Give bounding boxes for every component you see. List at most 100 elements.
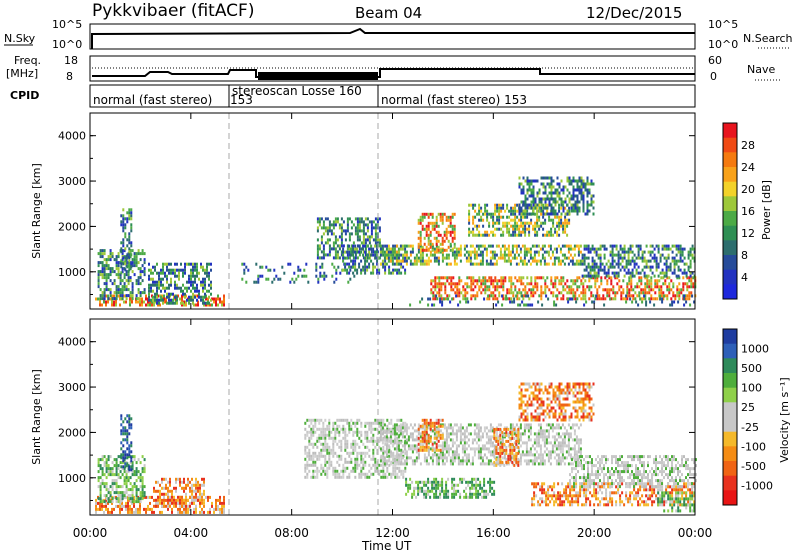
heatmap-cell <box>130 244 133 248</box>
heatmap-cell <box>556 215 559 219</box>
heatmap-cell <box>475 432 478 436</box>
heatmap-cell <box>139 252 142 256</box>
heatmap-cell <box>153 303 155 307</box>
heatmap-cell <box>536 206 539 210</box>
heatmap-cell <box>539 262 542 266</box>
heatmap-cell <box>425 253 428 257</box>
heatmap-cell <box>562 227 565 231</box>
heatmap-cell <box>181 294 183 298</box>
heatmap-cell <box>651 244 654 248</box>
heatmap-cell <box>664 279 667 283</box>
heatmap-cell <box>627 250 630 254</box>
heatmap-cell <box>115 491 118 495</box>
heatmap-cell <box>608 276 611 280</box>
heatmap-cell <box>635 256 638 260</box>
heatmap-cell <box>195 492 197 496</box>
heatmap-cell <box>601 262 604 266</box>
heatmap-cell <box>316 427 319 431</box>
heatmap-cell <box>384 271 387 275</box>
heatmap-cell <box>404 268 407 272</box>
heatmap-cell <box>322 469 325 473</box>
heatmap-cell <box>109 294 112 298</box>
heatmap-cell <box>411 447 414 451</box>
heatmap-cell <box>548 215 551 219</box>
heatmap-cell <box>113 297 116 301</box>
heatmap-cell <box>661 268 664 272</box>
heatmap-cell <box>476 224 479 228</box>
heatmap-cell <box>356 229 359 233</box>
heatmap-cell <box>368 454 371 458</box>
heatmap-cell <box>117 288 120 292</box>
heatmap-cell <box>332 436 335 440</box>
heatmap-cell <box>425 259 428 263</box>
heatmap-cell <box>522 288 525 292</box>
heatmap-cell <box>322 223 325 227</box>
heatmap-cell <box>362 232 365 236</box>
heatmap-cell <box>556 194 559 198</box>
heatmap-cell <box>515 250 518 254</box>
heatmap-cell <box>121 258 124 262</box>
heatmap-cell <box>210 286 212 290</box>
heatmap-cell <box>130 226 133 230</box>
heatmap-cell <box>626 288 629 292</box>
heatmap-cell <box>544 218 547 222</box>
heatmap-cell <box>307 280 310 284</box>
heatmap-cell <box>376 268 379 272</box>
heatmap-cell <box>364 259 367 263</box>
heatmap-cell <box>477 426 480 430</box>
freq-panel: Freq. [MHz] 18 8 Nave 60 0 CPID <box>6 54 782 102</box>
heatmap-cell <box>617 265 620 269</box>
heatmap-cell <box>328 466 331 470</box>
heatmap-cell <box>582 191 585 195</box>
heatmap-cell <box>213 507 215 511</box>
heatmap-cell <box>143 267 146 271</box>
heatmap-cell <box>443 297 446 301</box>
heatmap-cell <box>603 265 606 269</box>
heatmap-cell <box>395 453 398 457</box>
heatmap-cell <box>423 423 426 427</box>
heatmap-cell <box>571 259 574 263</box>
heatmap-cell <box>243 262 246 266</box>
heatmap-cell <box>550 206 553 210</box>
heatmap-cell <box>690 285 693 289</box>
heatmap-cell <box>482 288 485 292</box>
heatmap-cell <box>459 253 462 257</box>
heatmap-cell <box>565 256 568 260</box>
heatmap-cell <box>476 212 479 216</box>
heatmap-cell <box>609 265 612 269</box>
heatmap-cell <box>124 438 127 442</box>
heatmap-cell <box>370 232 373 236</box>
heatmap-cell <box>199 504 201 508</box>
heatmap-cell <box>636 285 639 289</box>
heatmap-cell <box>115 482 118 486</box>
heatmap-cell <box>334 220 337 224</box>
heatmap-cell <box>667 247 670 251</box>
heatmap-cell <box>385 462 388 466</box>
heatmap-cell <box>574 209 577 213</box>
heatmap-cell <box>195 510 197 514</box>
heatmap-cell <box>380 421 383 425</box>
heatmap-cell <box>386 244 389 248</box>
heatmap-cell <box>456 294 459 298</box>
heatmap-cell <box>153 300 155 304</box>
heatmap-cell <box>559 262 562 266</box>
heatmap-cell <box>449 224 452 228</box>
heatmap-cell <box>673 259 676 263</box>
heatmap-cell <box>192 262 194 266</box>
heatmap-cell <box>692 285 695 289</box>
heatmap-cell <box>518 276 521 280</box>
heatmap-cell <box>383 423 386 427</box>
heatmap-cell <box>453 453 456 457</box>
heatmap-cell <box>590 200 593 204</box>
heatmap-cell <box>451 297 454 301</box>
heatmap-cell <box>185 501 187 505</box>
heatmap-cell <box>518 279 521 283</box>
heatmap-cell <box>480 279 483 283</box>
heatmap-cell <box>568 176 571 180</box>
heatmap-cell <box>669 268 672 272</box>
heatmap-cell <box>403 459 406 463</box>
heatmap-cell <box>350 460 353 464</box>
heatmap-cell <box>556 288 559 292</box>
heatmap-cell <box>475 244 478 248</box>
heatmap-cell <box>346 229 349 233</box>
